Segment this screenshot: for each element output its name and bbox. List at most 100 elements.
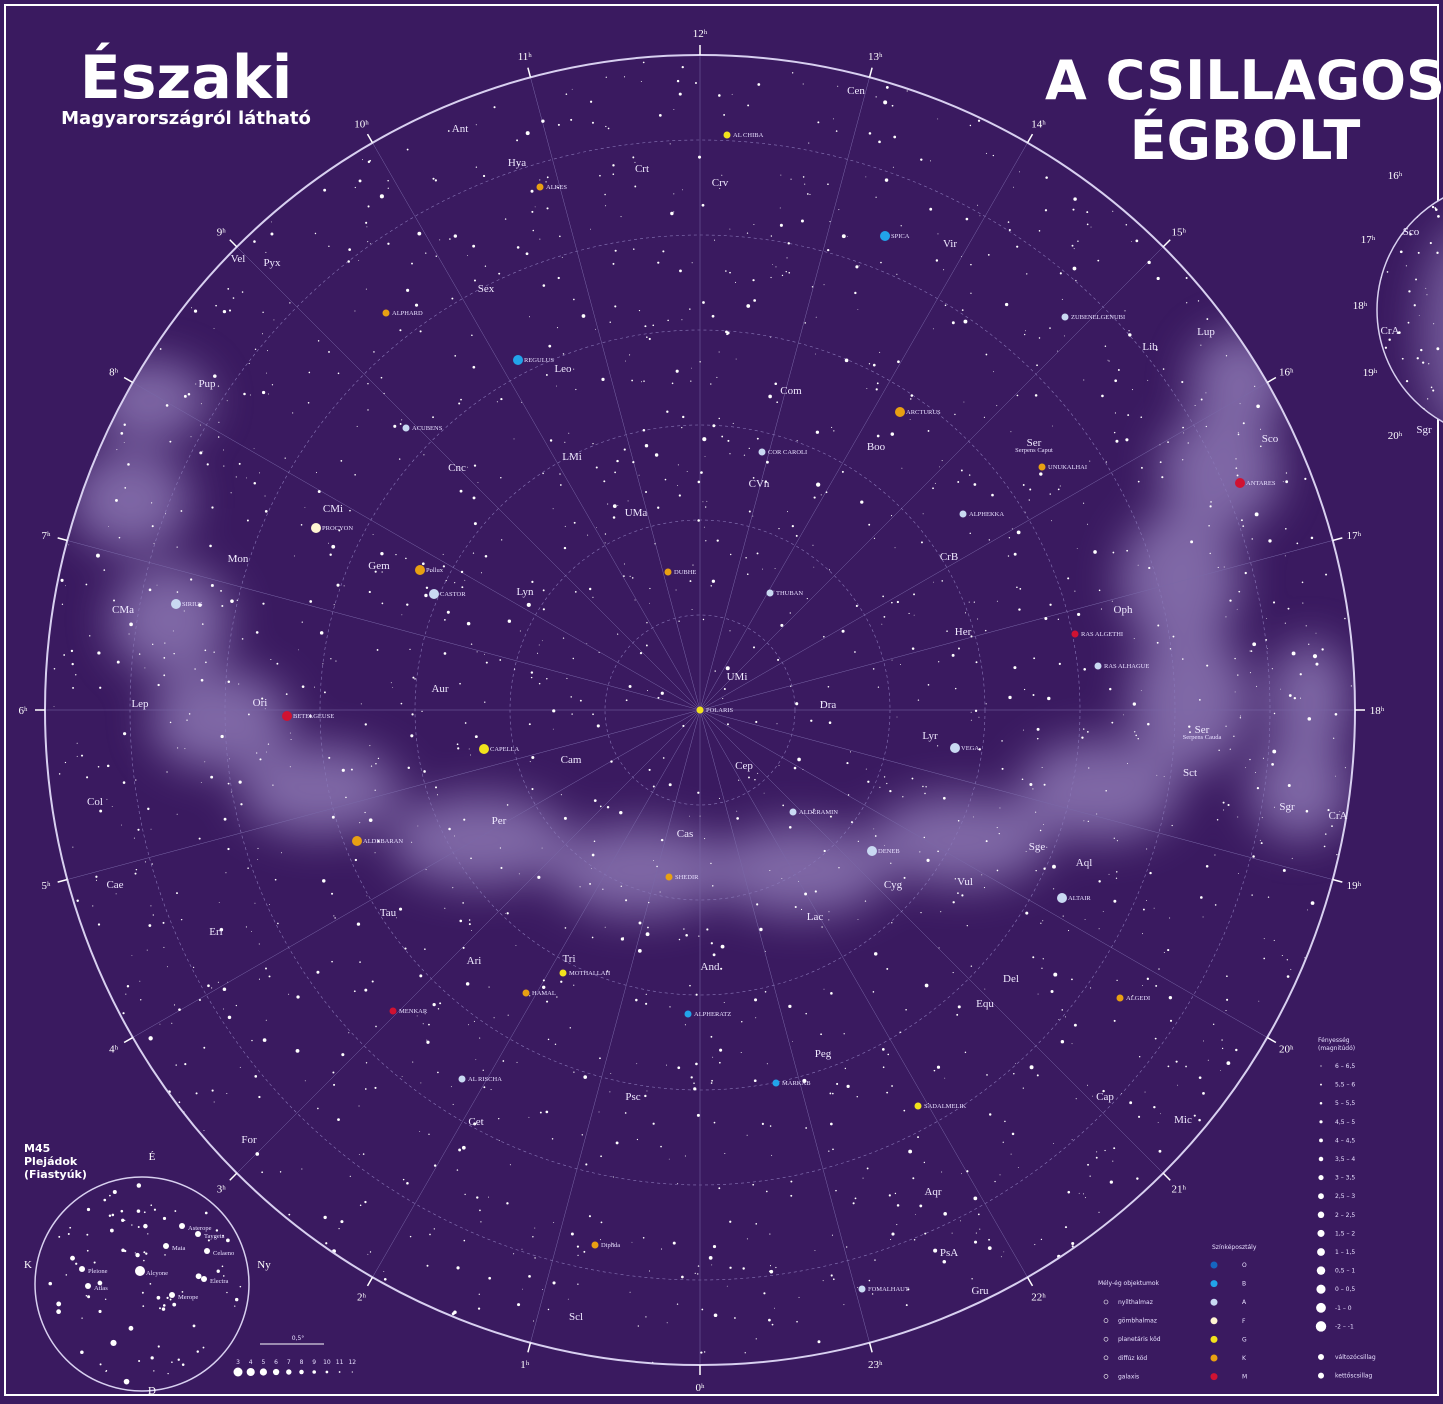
background-star — [1198, 1119, 1201, 1122]
constellation-label: Boo — [867, 441, 886, 453]
background-star — [552, 1281, 555, 1284]
background-star — [933, 1249, 937, 1253]
background-star — [689, 985, 691, 987]
background-star — [824, 989, 825, 990]
background-star — [235, 1298, 238, 1301]
background-star — [1266, 618, 1267, 619]
background-star — [127, 463, 130, 466]
background-star — [705, 540, 706, 541]
background-star — [1206, 665, 1208, 667]
star-name: POLARIS — [706, 707, 733, 714]
background-star — [499, 1140, 500, 1141]
background-star — [1285, 480, 1288, 483]
background-star — [997, 601, 998, 602]
background-star — [375, 852, 376, 853]
star-name: ALPHARD — [392, 310, 423, 317]
background-star — [1046, 847, 1047, 848]
brightness-dot — [1318, 1212, 1324, 1218]
pleiades-star — [135, 1266, 145, 1276]
constellation-label: Aur — [431, 683, 448, 695]
background-star — [869, 1280, 871, 1282]
bright-star — [1062, 314, 1069, 321]
background-star — [171, 1023, 172, 1024]
background-star — [194, 668, 195, 669]
magnitude-dot — [339, 1371, 341, 1373]
background-star — [1083, 668, 1086, 671]
star-name: ALTAIR — [1068, 895, 1091, 902]
background-star — [266, 752, 267, 753]
brightness-label: 3 – 3,5 — [1335, 1175, 1355, 1182]
background-star — [867, 781, 869, 783]
background-star — [178, 1359, 180, 1361]
background-star — [1014, 553, 1017, 556]
background-star — [1008, 555, 1009, 556]
background-star — [657, 507, 659, 509]
background-star — [1185, 1066, 1187, 1068]
background-star — [469, 923, 471, 925]
constellation-label: Crv — [712, 177, 729, 189]
background-star — [391, 682, 392, 683]
background-star — [508, 620, 511, 623]
background-star — [211, 506, 213, 508]
magnitude-dot — [326, 1371, 329, 1374]
background-star — [1013, 1073, 1014, 1074]
constellation-label: Oph — [1114, 604, 1133, 616]
background-star — [320, 631, 324, 635]
background-star — [1058, 489, 1060, 491]
background-star — [460, 490, 463, 493]
background-star — [1229, 599, 1231, 601]
constellation-label: Lyn — [516, 586, 534, 598]
background-star — [1125, 438, 1128, 441]
background-star — [1019, 588, 1021, 590]
background-star — [184, 748, 185, 749]
background-star — [464, 580, 465, 581]
bright-star — [1235, 478, 1245, 488]
background-star — [138, 1360, 140, 1362]
background-star — [976, 1233, 977, 1234]
magnitude-dot — [312, 1370, 316, 1374]
background-star — [547, 176, 549, 178]
background-star — [617, 505, 618, 506]
background-star — [665, 479, 667, 481]
background-star — [1083, 1193, 1084, 1194]
background-star — [600, 1155, 602, 1157]
background-star — [444, 619, 446, 621]
spectral-dot — [1211, 1280, 1218, 1287]
background-star — [1072, 209, 1074, 211]
background-star — [459, 920, 462, 923]
background-star — [434, 1164, 436, 1166]
background-star — [162, 1307, 165, 1310]
background-star — [960, 1220, 961, 1221]
background-star — [129, 623, 133, 627]
background-star — [573, 1071, 574, 1072]
background-star — [1335, 776, 1336, 777]
background-star — [152, 863, 153, 864]
background-star — [1112, 552, 1114, 554]
background-star — [709, 1256, 713, 1260]
background-star — [886, 1092, 888, 1094]
background-star — [1256, 686, 1257, 687]
bright-star — [790, 809, 797, 816]
bright-star — [537, 184, 544, 191]
background-star — [226, 1238, 230, 1242]
background-star — [695, 82, 697, 84]
background-star — [86, 1234, 88, 1236]
background-star — [592, 713, 594, 715]
background-star — [653, 1123, 655, 1125]
background-star — [1023, 730, 1024, 731]
background-star — [117, 661, 120, 664]
background-star — [643, 1237, 645, 1239]
background-star — [229, 309, 231, 311]
background-star — [757, 552, 759, 554]
background-star — [166, 771, 167, 772]
background-star — [124, 1379, 130, 1385]
background-star — [377, 649, 379, 651]
background-star — [370, 243, 371, 244]
background-star — [316, 971, 319, 974]
background-star — [682, 725, 684, 727]
background-star — [638, 1325, 639, 1326]
background-star — [479, 1294, 480, 1295]
background-star — [1143, 909, 1145, 911]
background-star — [174, 1004, 175, 1005]
background-star — [238, 683, 239, 684]
